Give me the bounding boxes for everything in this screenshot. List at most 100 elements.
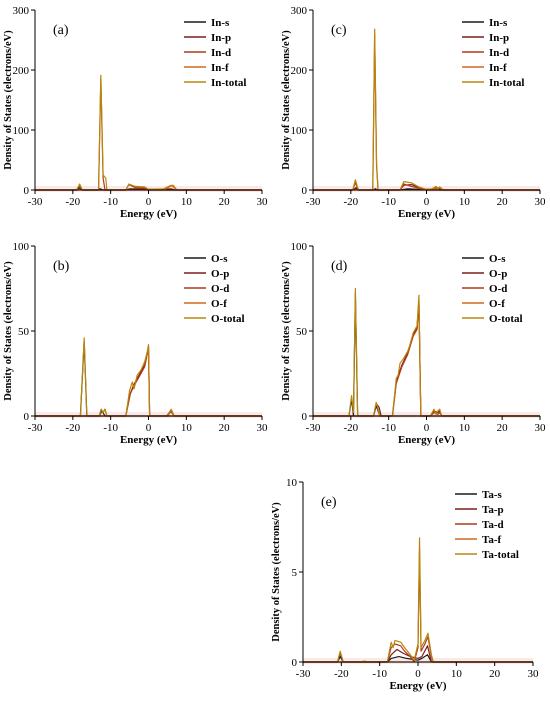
legend-label-in-d: In-d	[489, 47, 509, 59]
series-line-in-total	[35, 74, 262, 191]
legend-label-in-p: In-p	[211, 32, 231, 44]
panel-label: (d)	[331, 259, 348, 274]
x-tick-label: -20	[334, 668, 349, 680]
x-tick-label: 10	[181, 196, 193, 208]
x-tick-label: 0	[424, 422, 430, 434]
legend-label-o-s: O-s	[211, 253, 228, 265]
x-tick-label: -10	[381, 196, 396, 208]
y-axis-label: Density of States (electrons/eV)	[3, 30, 14, 170]
x-tick-label: 30	[257, 422, 269, 434]
baseline-band	[313, 412, 540, 418]
x-tick-label: -30	[296, 668, 311, 680]
y-tick-label: 50	[18, 326, 30, 338]
series-line-ta-s	[303, 654, 533, 663]
x-tick-label: 0	[415, 668, 421, 680]
x-tick-label: -30	[306, 422, 321, 434]
series-line-o-total	[35, 337, 262, 417]
x-tick-label: 0	[146, 196, 152, 208]
x-tick-label: -20	[343, 422, 358, 434]
x-tick-label: -20	[343, 196, 358, 208]
legend-label-o-p: O-p	[489, 268, 507, 280]
legend-label-ta-p: Ta-p	[482, 504, 504, 516]
x-tick-label: 0	[424, 196, 430, 208]
panel-label: (c)	[331, 23, 347, 38]
x-tick-label: 30	[535, 422, 547, 434]
x-tick-label: 10	[459, 422, 471, 434]
x-tick-label: -10	[372, 668, 387, 680]
y-tick-label: 100	[13, 241, 30, 253]
y-axis-label: Density of States (electrons/eV)	[271, 502, 282, 642]
panel-label: (b)	[53, 259, 70, 274]
x-axis-label: Energy (eV)	[120, 208, 177, 220]
series-line-o-s	[313, 293, 540, 417]
legend-label-in-s: In-s	[211, 17, 230, 29]
y-tick-label: 10	[286, 477, 298, 489]
y-tick-label: 5	[292, 567, 298, 579]
legend-label-o-f: O-f	[489, 298, 505, 310]
y-tick-label: 200	[13, 65, 30, 77]
x-tick-label: -10	[103, 196, 118, 208]
legend-label-in-s: In-s	[489, 17, 508, 29]
x-axis-label: Energy (eV)	[389, 680, 446, 692]
y-tick-label: 0	[24, 411, 30, 423]
legend-label-o-d: O-d	[211, 283, 229, 295]
legend-label-o-p: O-p	[211, 268, 229, 280]
panel-label: (a)	[53, 23, 69, 38]
x-axis-label: Energy (eV)	[398, 434, 455, 446]
legend-label-in-f: In-f	[211, 62, 229, 74]
y-axis-label: Density of States (electrons/eV)	[281, 30, 292, 170]
y-tick-label: 0	[302, 185, 308, 197]
x-tick-label: -30	[306, 196, 321, 208]
series-line-in-p	[35, 187, 262, 191]
x-tick-label: 10	[181, 422, 193, 434]
legend-label-o-d: O-d	[489, 283, 507, 295]
legend-label-o-total: O-total	[489, 313, 523, 325]
legend-label-o-f: O-f	[211, 298, 227, 310]
y-tick-label: 0	[302, 411, 308, 423]
x-tick-label: 10	[451, 668, 463, 680]
y-axis-label: Density of States (electrons/eV)	[3, 261, 14, 401]
legend-label-in-total: In-total	[489, 77, 524, 89]
y-axis-label: Density of States (electrons/eV)	[281, 261, 292, 401]
x-tick-label: 30	[257, 196, 269, 208]
x-tick-label: 20	[219, 422, 231, 434]
legend-label-ta-total: Ta-total	[482, 549, 519, 561]
x-tick-label: -30	[28, 196, 43, 208]
dos-panel-4: -30 -20 -10 0 10 20 30 0 5 10 Energy (eV) Density o…	[271, 477, 539, 692]
legend-label-ta-s: Ta-s	[482, 489, 502, 501]
x-tick-label: 10	[459, 196, 471, 208]
legend-label-ta-f: Ta-f	[482, 534, 501, 546]
series-line-in-d	[35, 77, 262, 191]
x-tick-label: 0	[146, 422, 152, 434]
legend-label-in-d: In-d	[211, 47, 231, 59]
y-tick-label: 100	[13, 125, 30, 137]
panel-label: (e)	[321, 495, 337, 510]
x-axis-label: Energy (eV)	[398, 208, 455, 220]
legend-label-in-total: In-total	[211, 77, 246, 89]
y-tick-label: 100	[291, 125, 308, 137]
x-axis-label: Energy (eV)	[120, 434, 177, 446]
baseline-band	[35, 412, 262, 418]
y-tick-label: 0	[24, 185, 30, 197]
x-tick-label: 20	[497, 422, 509, 434]
y-tick-label: 100	[291, 241, 308, 253]
y-tick-label: 0	[292, 657, 298, 669]
dos-panel-2: -30 -20 -10 0 10 20 30 0 50 100 Energy (eV) Density…	[3, 241, 268, 446]
legend-label-o-s: O-s	[489, 253, 506, 265]
baseline-band	[303, 658, 533, 664]
x-tick-label: 30	[528, 668, 540, 680]
x-tick-label: 20	[219, 196, 231, 208]
x-tick-label: -20	[65, 196, 80, 208]
x-tick-label: 20	[497, 196, 509, 208]
dos-panel-3: -30 -20 -10 0 10 20 30 0 50 100 Energy (eV) Density…	[281, 241, 546, 446]
x-tick-label: 20	[489, 668, 501, 680]
legend-label-in-p: In-p	[489, 32, 509, 44]
series-line-o-total	[313, 287, 540, 417]
y-tick-label: 300	[13, 5, 30, 17]
y-tick-label: 200	[291, 65, 308, 77]
x-tick-label: -10	[381, 422, 396, 434]
series-line-o-d	[35, 347, 262, 417]
